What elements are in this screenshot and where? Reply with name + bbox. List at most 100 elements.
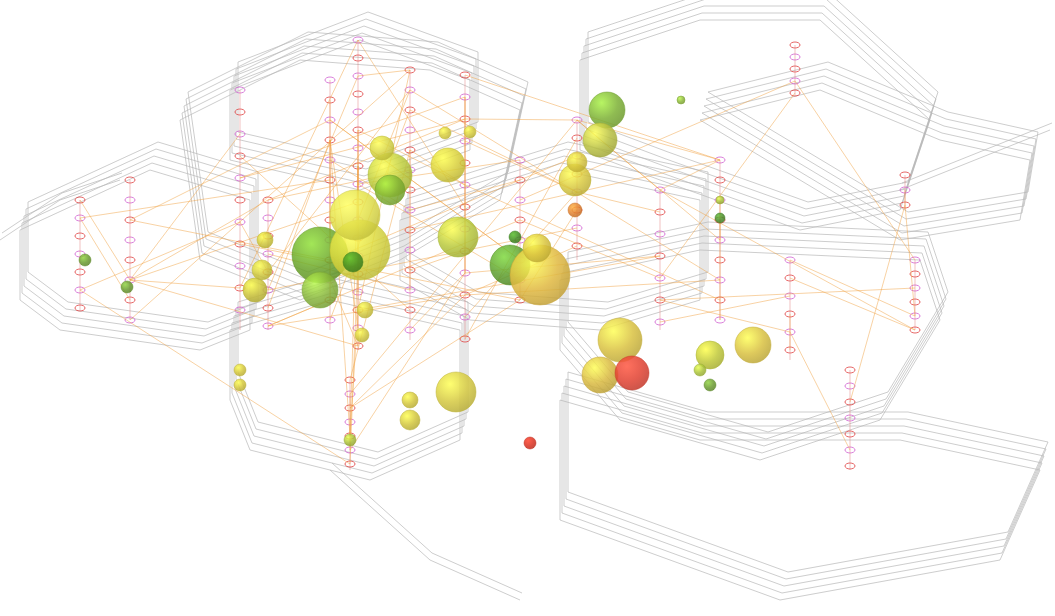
connection: [465, 138, 577, 339]
floor-outline: [568, 222, 948, 432]
connection: [330, 120, 520, 260]
floor-outline: [20, 170, 250, 350]
connection: [465, 192, 577, 317]
connection: [130, 70, 410, 320]
connection: [350, 300, 520, 408]
connection: [358, 70, 410, 76]
connection: [520, 81, 795, 200]
riser: [905, 175, 906, 210]
floor-outline: [400, 170, 700, 330]
riser: [850, 370, 851, 470]
floor-outline: [238, 272, 468, 452]
bubble: [677, 96, 685, 104]
riser: [795, 45, 796, 95]
connection: [80, 222, 240, 290]
connection: [790, 260, 915, 316]
bubble: [355, 328, 369, 342]
bubble: [439, 127, 451, 139]
bubble: [438, 217, 478, 257]
connection: [410, 110, 577, 192]
floor-outline: [236, 19, 476, 169]
floor-outline: [0, 180, 120, 240]
floor-outline: [230, 300, 460, 480]
connection: [577, 120, 720, 240]
connection: [465, 119, 577, 120]
riser: [465, 75, 466, 340]
connection: [80, 200, 130, 280]
floor-outline: [406, 149, 706, 309]
bubble: [589, 92, 625, 128]
bubble: [400, 410, 420, 430]
connection: [660, 300, 790, 332]
connection: [130, 134, 240, 280]
bubble: [615, 356, 649, 390]
bubble: [716, 196, 724, 204]
bubble: [330, 190, 380, 240]
bubble: [715, 213, 725, 223]
bubble: [509, 231, 521, 243]
floor-outline: [230, 40, 470, 190]
floor-outline: [562, 393, 1042, 593]
connection: [850, 205, 905, 402]
connection: [268, 220, 520, 326]
floor-outline: [700, 90, 1030, 240]
connection: [790, 332, 850, 450]
bubble: [357, 302, 373, 318]
bubble: [568, 203, 582, 217]
floor-outline: [706, 69, 1036, 219]
connection: [350, 256, 358, 464]
floor-outline: [702, 83, 1032, 233]
floor-outline: [902, 123, 1052, 183]
connection: [240, 119, 465, 178]
connection: [330, 120, 520, 260]
bubble: [524, 437, 536, 449]
bubble: [243, 278, 267, 302]
connection: [410, 273, 465, 330]
floor-outline: [900, 130, 1050, 190]
floor-outline: [332, 463, 522, 593]
connection: [410, 90, 720, 280]
connection: [577, 120, 720, 160]
bubble: [598, 318, 642, 362]
bubble: [523, 234, 551, 262]
riser: [790, 260, 791, 360]
floor-outline: [28, 142, 258, 322]
floor-outline: [26, 149, 256, 329]
floor-outline: [234, 286, 464, 466]
connection: [358, 40, 465, 207]
floor-plan: [0, 0, 1052, 600]
connection: [905, 205, 915, 316]
connection: [660, 296, 790, 322]
connection: [660, 160, 720, 190]
connection: [350, 273, 465, 450]
bubble: [583, 123, 617, 157]
riser: [915, 260, 916, 330]
connection: [905, 190, 906, 205]
bubble: [431, 148, 465, 182]
bubble: [234, 379, 246, 391]
bubble: [121, 281, 133, 293]
bubble: [402, 392, 418, 408]
bubble: [302, 272, 338, 308]
floor-outline: [24, 156, 254, 336]
connection: [80, 290, 350, 464]
bubble: [735, 327, 771, 363]
connection: [80, 180, 330, 218]
floor-outline: [564, 386, 1044, 586]
bubble: [343, 252, 363, 272]
bubble: [704, 379, 716, 391]
bubble: [375, 175, 405, 205]
floor-outline: [562, 243, 942, 453]
bubble: [234, 364, 246, 376]
connection: [660, 288, 915, 300]
connection: [350, 310, 358, 436]
bubble: [79, 254, 91, 266]
connection: [268, 295, 465, 326]
connection: [660, 93, 795, 278]
bubble: [257, 232, 273, 248]
connection: [720, 220, 721, 320]
riser: [240, 90, 241, 330]
connections: [80, 40, 915, 464]
bubble: [464, 126, 476, 138]
riser: [80, 200, 81, 310]
